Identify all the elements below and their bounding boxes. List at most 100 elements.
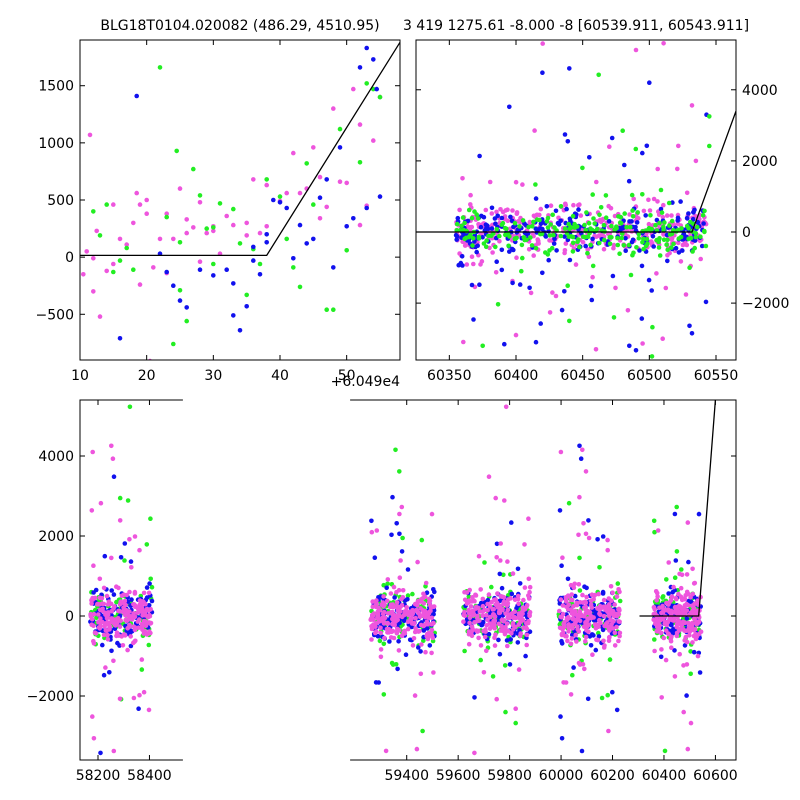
data-point	[385, 611, 391, 616]
data-point	[570, 616, 576, 621]
data-point	[211, 228, 216, 234]
data-point	[585, 624, 590, 629]
data-point	[593, 647, 599, 653]
data-point	[676, 250, 682, 255]
data-point	[499, 215, 505, 221]
data-point	[375, 612, 381, 617]
data-point	[503, 208, 509, 213]
data-point	[597, 611, 602, 616]
x-tick-label: 60000	[539, 768, 584, 784]
data-point	[405, 626, 411, 632]
data-point	[658, 206, 664, 212]
data-point	[683, 608, 689, 613]
data-point	[117, 624, 123, 629]
data-point	[693, 230, 698, 236]
data-point	[652, 529, 657, 535]
data-point	[393, 662, 399, 667]
data-point	[640, 240, 645, 245]
data-point	[177, 186, 183, 191]
data-point	[601, 613, 607, 619]
data-point	[547, 310, 553, 315]
data-point	[413, 626, 418, 631]
data-point	[505, 559, 510, 564]
data-point	[409, 624, 414, 630]
data-point	[521, 597, 526, 603]
data-point	[407, 637, 413, 643]
data-point	[580, 592, 585, 598]
data-point	[595, 226, 600, 232]
data-point	[691, 627, 696, 633]
data-point	[128, 643, 134, 649]
data-point	[570, 213, 576, 219]
data-point	[591, 216, 596, 221]
data-point	[103, 612, 108, 617]
data-point	[583, 243, 588, 249]
data-point	[81, 272, 86, 277]
data-point	[494, 696, 500, 702]
data-point	[489, 205, 495, 211]
data-point	[576, 532, 581, 538]
data-point	[661, 202, 666, 208]
data-point	[146, 707, 152, 713]
data-point	[429, 650, 434, 656]
data-point	[644, 236, 650, 242]
data-point	[520, 182, 525, 187]
data-point	[596, 591, 601, 597]
data-point	[685, 520, 691, 525]
data-point	[649, 239, 654, 244]
data-point	[516, 667, 522, 672]
data-point	[668, 636, 673, 642]
data-point	[676, 236, 682, 241]
data-point	[467, 620, 472, 626]
data-point	[124, 245, 129, 251]
data-point	[264, 240, 270, 245]
data-point	[131, 695, 137, 701]
data-point	[633, 47, 639, 53]
data-point	[533, 196, 539, 201]
data-point	[690, 591, 696, 597]
data-point	[640, 192, 645, 197]
data-point	[546, 257, 551, 263]
data-point	[114, 599, 119, 605]
data-point	[297, 284, 303, 290]
data-point	[651, 196, 657, 202]
data-point	[531, 253, 536, 258]
data-point	[494, 555, 500, 560]
data-point	[674, 549, 680, 554]
data-point	[147, 581, 152, 586]
data-point	[517, 581, 523, 586]
data-point	[482, 607, 488, 613]
data-point	[483, 222, 489, 227]
data-point	[510, 280, 515, 286]
data-point	[304, 161, 310, 166]
data-point	[607, 624, 613, 629]
data-point	[665, 607, 671, 612]
x-tick-label: 59400	[384, 768, 429, 784]
data-point	[197, 267, 203, 273]
data-point	[469, 254, 475, 259]
data-point	[695, 653, 701, 659]
data-point	[570, 672, 575, 678]
data-point	[673, 245, 679, 251]
data-point	[606, 219, 612, 224]
data-point	[465, 218, 471, 224]
data-point	[475, 243, 481, 248]
data-point	[570, 240, 576, 246]
data-point	[590, 274, 595, 280]
data-point	[566, 602, 572, 607]
data-point	[164, 269, 169, 275]
data-point	[563, 241, 569, 246]
data-point	[500, 628, 506, 633]
y-tick-label: −2000	[27, 689, 74, 705]
data-point	[531, 219, 536, 225]
data-point	[429, 627, 435, 633]
data-point	[520, 255, 525, 261]
data-point	[577, 555, 582, 561]
data-point	[149, 598, 155, 604]
data-point	[681, 709, 686, 715]
data-point	[394, 600, 400, 605]
x-tick-label: 58200	[76, 768, 121, 784]
data-point	[571, 665, 576, 670]
data-point	[563, 202, 568, 208]
data-point	[104, 202, 109, 207]
